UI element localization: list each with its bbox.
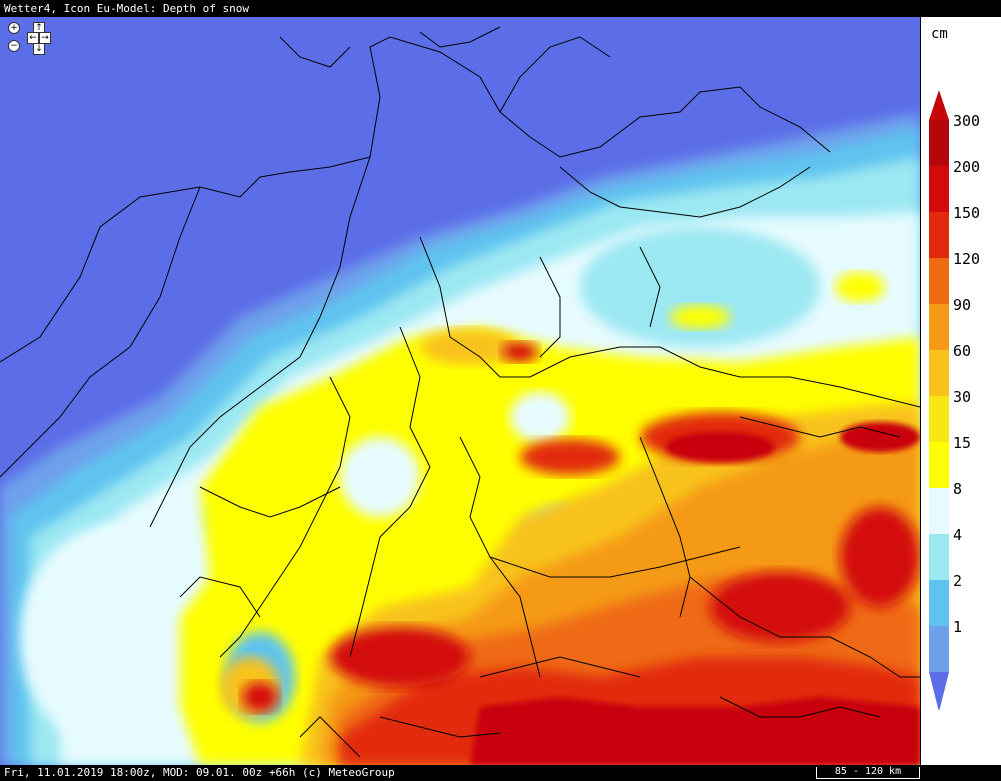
zoom-in-button[interactable]: + — [8, 22, 20, 34]
legend-swatch — [929, 442, 949, 488]
snow-band-200 — [470, 697, 920, 765]
legend-label: 120 — [953, 250, 981, 268]
pan-right-button[interactable]: → — [39, 32, 51, 44]
map-footer: Fri, 11.01.2019 18:00z, MOD: 09.01. 00z … — [0, 765, 1001, 781]
legend-swatch — [929, 212, 949, 258]
border-lines — [0, 26, 920, 758]
legend-swatch — [929, 580, 949, 626]
legend-swatch — [929, 488, 949, 534]
map-canvas — [0, 17, 920, 765]
legend-label: 4 — [953, 526, 963, 544]
legend-label: 8 — [953, 480, 963, 498]
legend-swatch — [929, 534, 949, 580]
legend-colorbar — [929, 90, 949, 710]
scale-bar: 85 - 120 km — [816, 767, 920, 779]
legend-swatch — [929, 350, 949, 396]
legend-swatch — [929, 258, 949, 304]
legend-label: 150 — [953, 204, 981, 222]
pan-left-button[interactable]: ← — [27, 32, 39, 44]
legend-label: 1 — [953, 618, 963, 636]
legend-top-arrow — [929, 90, 949, 120]
legend-label: 30 — [953, 388, 972, 406]
color-legend: cm 300 200 150 120 90 60 30 15 8 4 2 1 — [921, 17, 1001, 765]
legend-bottom-arrow — [929, 672, 949, 710]
legend-swatch — [929, 304, 949, 350]
snow-depth-map[interactable] — [0, 17, 920, 765]
map-title: Wetter4, Icon Eu-Model: Depth of snow — [0, 0, 1001, 17]
legend-swatch — [929, 120, 949, 166]
zoom-out-button[interactable]: − — [8, 40, 20, 52]
legend-swatch — [929, 396, 949, 442]
legend-label: 300 — [953, 112, 981, 130]
legend-label: 90 — [953, 296, 972, 314]
legend-swatch — [929, 626, 949, 672]
legend-label: 15 — [953, 434, 972, 452]
snow-patch-east — [580, 227, 820, 347]
legend-swatch — [929, 166, 949, 212]
legend-label: 60 — [953, 342, 972, 360]
legend-label: 200 — [953, 158, 981, 176]
legend-label: 2 — [953, 572, 963, 590]
legend-unit: cm — [931, 26, 948, 42]
pan-down-button[interactable]: ↓ — [33, 43, 45, 55]
map-navigation: + − ↑ ← → ↓ — [8, 22, 52, 58]
